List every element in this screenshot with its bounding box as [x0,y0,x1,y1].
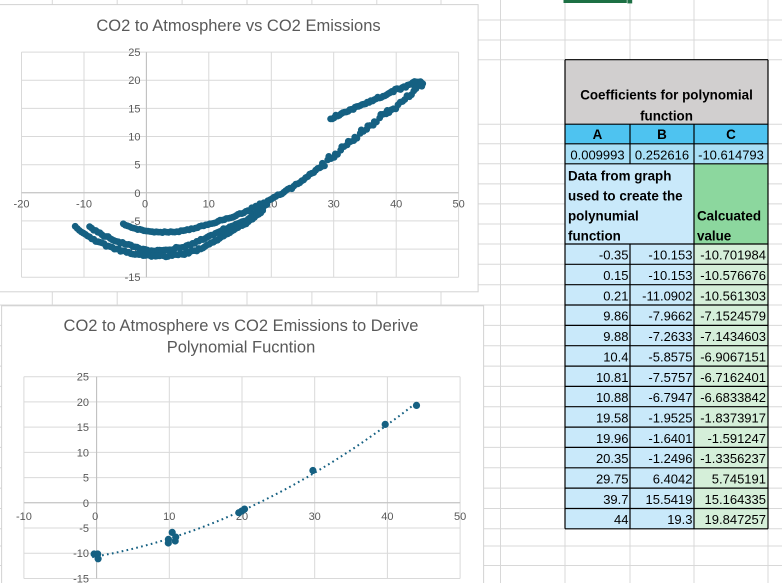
svg-text:-10.561303: -10.561303 [700,288,766,303]
svg-text:-6.6833842: -6.6833842 [700,390,766,405]
svg-text:Data from graph: Data from graph [568,168,671,183]
svg-text:0: 0 [142,199,148,211]
svg-text:25: 25 [128,47,140,59]
svg-text:-10: -10 [73,548,89,560]
svg-text:-0.35: -0.35 [599,248,629,263]
svg-text:A: A [593,127,603,142]
svg-text:5: 5 [83,473,89,485]
svg-text:10: 10 [128,132,140,144]
svg-text:-15: -15 [125,272,141,284]
svg-text:-5.8575: -5.8575 [648,349,692,364]
svg-text:-6.9067151: -6.9067151 [700,349,766,364]
svg-text:function: function [640,108,693,123]
svg-text:-7.9662: -7.9662 [648,309,692,324]
svg-text:-5: -5 [79,523,89,535]
svg-text:CO2 to Atmosphere vs CO2 Emiss: CO2 to Atmosphere vs CO2 Emissions [96,17,380,35]
svg-text:15.5419: 15.5419 [646,492,693,507]
svg-text:value: value [697,229,731,244]
svg-text:-7.2633: -7.2633 [648,329,692,344]
svg-text:-1.591247: -1.591247 [707,431,766,446]
svg-text:-6.7162401: -6.7162401 [700,370,766,385]
svg-text:20: 20 [77,397,89,409]
svg-text:-7.1434603: -7.1434603 [700,329,766,344]
svg-text:Calcuated: Calcuated [697,209,761,224]
svg-text:19.96: 19.96 [596,431,629,446]
svg-text:-1.9525: -1.9525 [648,410,692,425]
svg-text:40: 40 [381,511,393,523]
svg-text:50: 50 [454,511,466,523]
svg-text:-1.3356237: -1.3356237 [700,451,766,466]
svg-text:10: 10 [203,199,215,211]
svg-text:9.88: 9.88 [603,329,628,344]
svg-text:10.4: 10.4 [603,349,628,364]
svg-text:used to create the: used to create the [568,189,683,204]
svg-text:44: 44 [614,512,628,527]
svg-text:40: 40 [390,199,402,211]
svg-text:Coefficients for polynomial: Coefficients for polynomial [580,87,753,102]
svg-text:0.252616: 0.252616 [635,148,689,163]
svg-text:-10: -10 [76,199,92,211]
svg-text:0: 0 [134,188,140,200]
svg-text:function: function [568,229,621,244]
svg-text:Polynomial Fucntion: Polynomial Fucntion [167,339,316,357]
svg-text:-7.1524579: -7.1524579 [700,309,766,324]
svg-text:-1.2496: -1.2496 [648,451,692,466]
svg-text:-10.576676: -10.576676 [700,268,766,283]
svg-text:-15: -15 [73,574,89,584]
svg-text:25: 25 [77,372,89,384]
svg-text:0: 0 [92,511,98,523]
svg-text:-20: -20 [14,199,30,211]
svg-text:20: 20 [128,75,140,87]
svg-text:9.86: 9.86 [603,309,628,324]
svg-text:-7.5757: -7.5757 [648,370,692,385]
svg-text:19.847257: 19.847257 [705,512,766,527]
svg-text:10: 10 [77,447,89,459]
svg-text:-10.153: -10.153 [648,248,692,263]
svg-text:15: 15 [128,103,140,115]
svg-text:50: 50 [452,199,464,211]
svg-text:0: 0 [83,498,89,510]
svg-text:10.88: 10.88 [596,390,629,405]
svg-text:15.164335: 15.164335 [705,492,766,507]
svg-text:19.3: 19.3 [667,512,692,527]
svg-text:-1.6401: -1.6401 [648,431,692,446]
svg-text:30: 30 [309,511,321,523]
svg-text:-10.153: -10.153 [648,268,692,283]
svg-text:19.58: 19.58 [596,410,629,425]
svg-text:0.009993: 0.009993 [570,148,624,163]
svg-text:-10.614793: -10.614793 [698,148,764,163]
svg-text:-11.0902: -11.0902 [642,288,692,303]
svg-text:5.745191: 5.745191 [712,472,766,487]
svg-text:29.75: 29.75 [596,472,629,487]
svg-text:15: 15 [77,422,89,434]
svg-text:-10: -10 [16,511,32,523]
svg-text:B: B [657,127,667,142]
svg-text:10.81: 10.81 [596,370,629,385]
svg-text:20.35: 20.35 [596,451,629,466]
svg-text:-5: -5 [131,216,141,228]
svg-text:30: 30 [328,199,340,211]
svg-text:5: 5 [134,160,140,172]
svg-text:-10.701984: -10.701984 [700,248,766,263]
svg-text:6.4042: 6.4042 [653,472,693,487]
svg-text:0.21: 0.21 [603,288,628,303]
svg-text:39.7: 39.7 [603,492,628,507]
svg-text:0.15: 0.15 [603,268,628,283]
svg-text:10: 10 [163,511,175,523]
svg-text:-1.8373917: -1.8373917 [700,410,766,425]
svg-text:C: C [726,127,736,142]
svg-text:-6.7947: -6.7947 [648,390,692,405]
svg-text:CO2 to Atmosphere vs CO2 Emiss: CO2 to Atmosphere vs CO2 Emissions to De… [64,317,419,335]
svg-text:polynumial: polynumial [568,209,639,224]
